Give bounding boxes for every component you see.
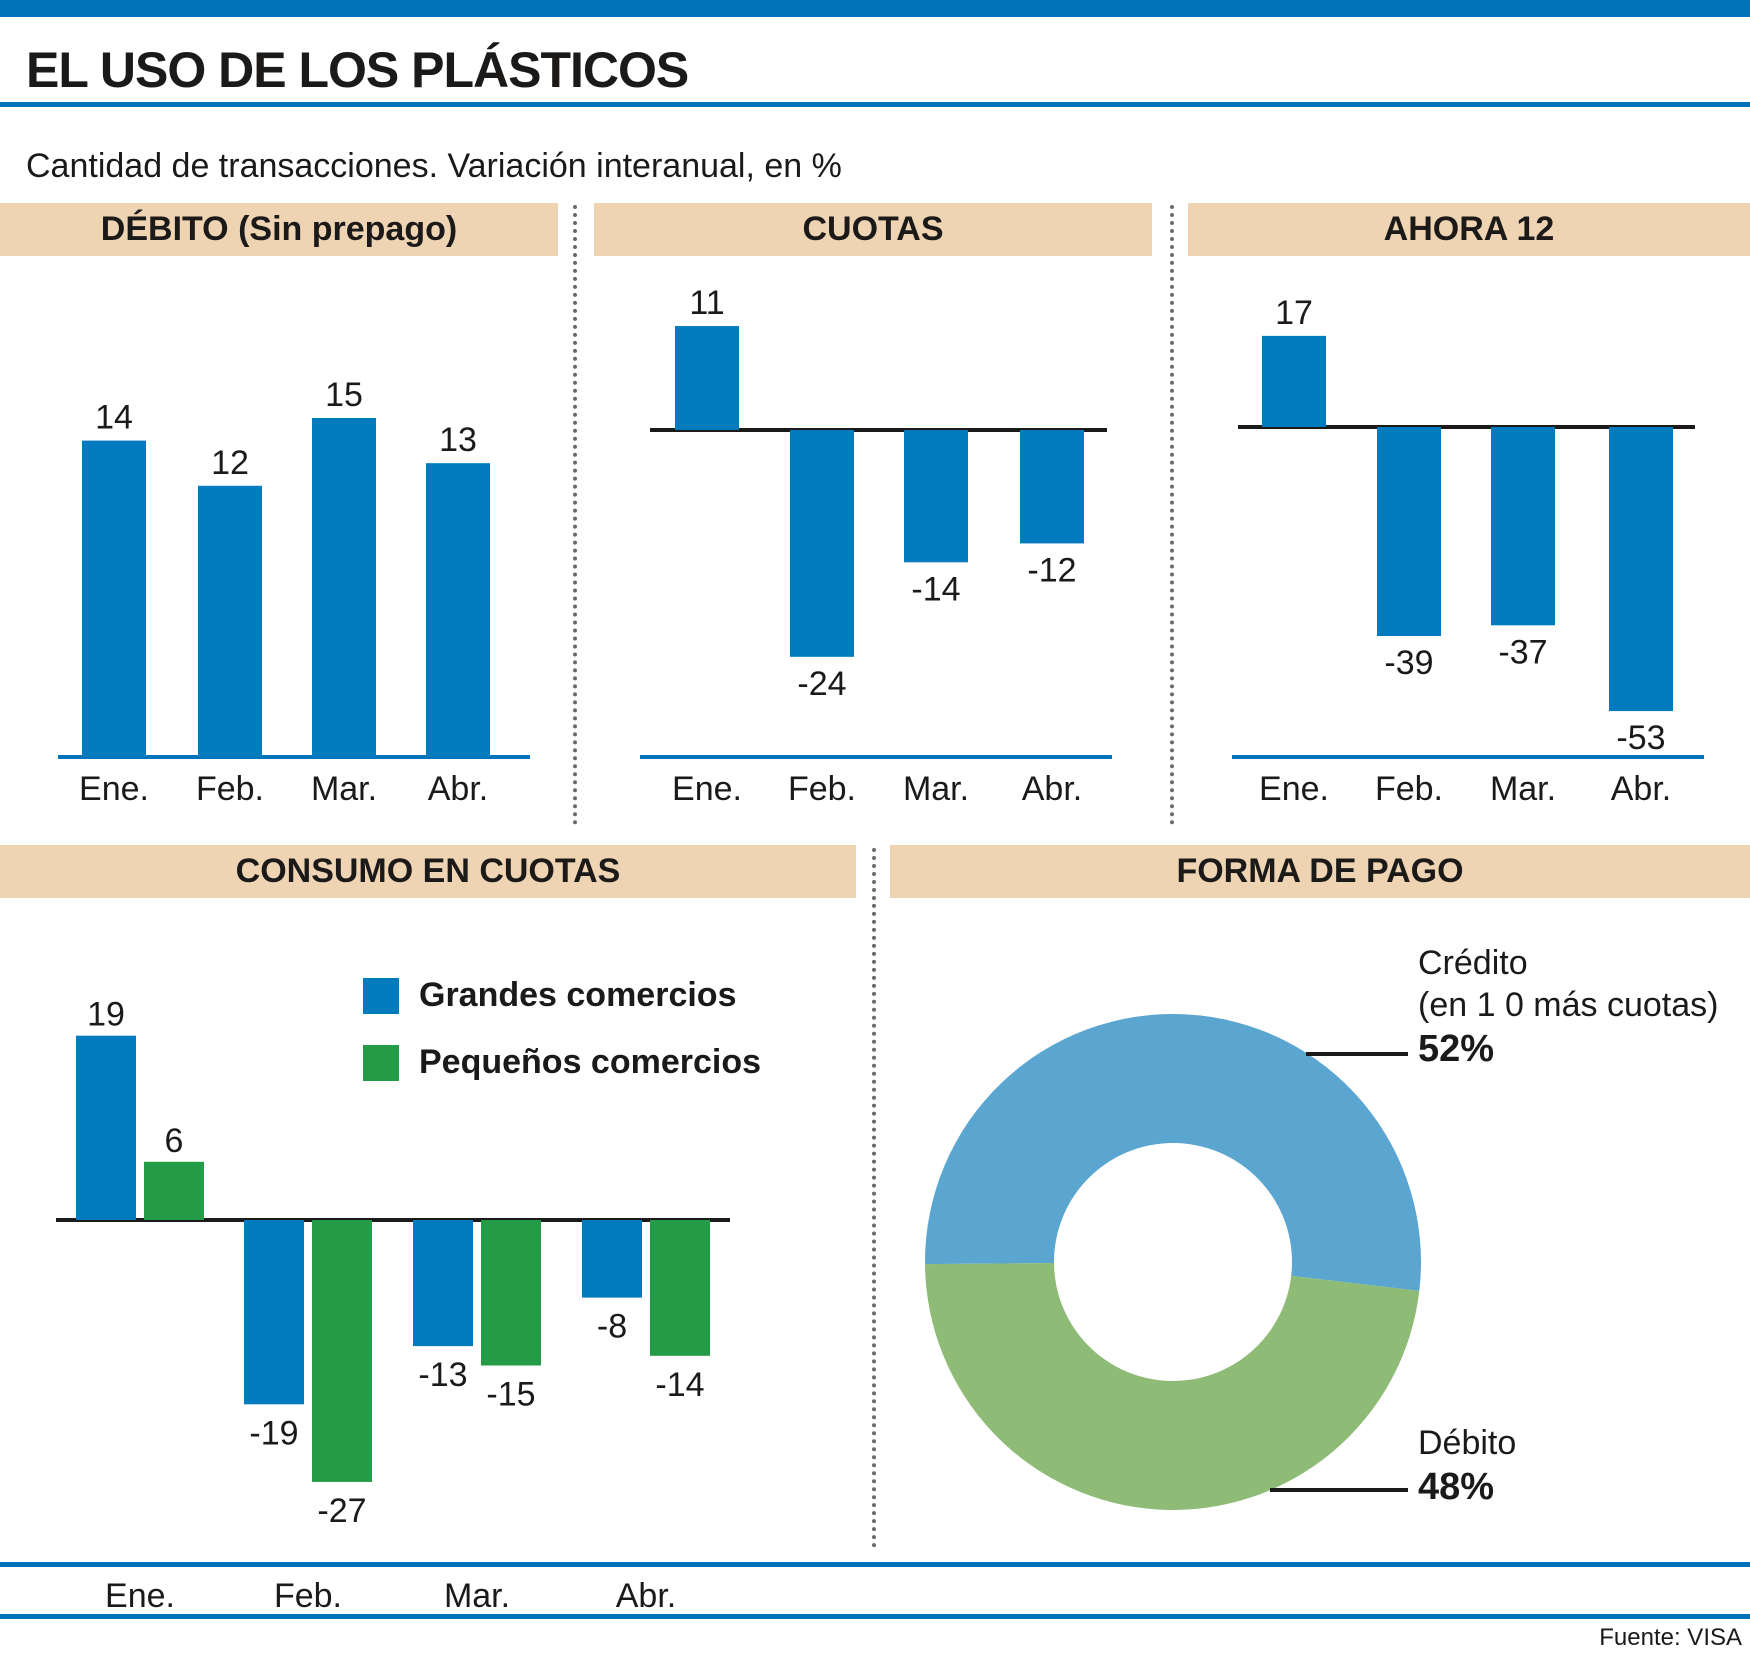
top-accent-bar [0, 0, 1750, 17]
forma-pago-chart-header: FORMA DE PAGO [890, 845, 1750, 898]
consumo-bar-grandes-ene [76, 1035, 136, 1220]
ahora12-bar-abr [1609, 427, 1673, 712]
consumo-value-label: -19 [249, 1414, 298, 1452]
cuotas-value-label: 11 [689, 284, 724, 322]
consumo-category-label: Ene. [105, 1577, 175, 1615]
ahora12-chart-header: AHORA 12 [1188, 203, 1750, 256]
consumo-bar-pequenos-feb [312, 1220, 372, 1482]
debito-bar-ene [82, 440, 146, 757]
debito-value-label: 15 [325, 376, 363, 414]
credit-sublabel: (en 1 0 más cuotas) [1418, 986, 1719, 1024]
consumo-chart-header: CONSUMO EN CUOTAS [0, 845, 856, 898]
cuotas-category-label: Abr. [1022, 770, 1082, 808]
consumo-bar-grandes-mar [413, 1220, 473, 1347]
cuotas-category-label: Feb. [788, 770, 856, 808]
ahora12-category-label: Mar. [1490, 770, 1556, 808]
ahora12-category-label: Feb. [1375, 770, 1443, 808]
pie-slice-debito [925, 1263, 1420, 1510]
legend-item-pequenos: Pequeños comercios [363, 1043, 761, 1082]
debito-value-label: 12 [211, 444, 249, 482]
legend-label-pequenos: Pequeños comercios [419, 1043, 762, 1081]
title-rule [0, 102, 1750, 107]
ahora12-value-label: -39 [1384, 644, 1433, 682]
ahora12-value-label: -53 [1616, 719, 1665, 757]
source-note: Fuente: VISA [1599, 1624, 1742, 1651]
debito-category-label: Mar. [311, 770, 377, 808]
ahora12-category-label: Abr. [1611, 770, 1671, 808]
consumo-bar-pequenos-abr [650, 1220, 710, 1356]
debit-label: Débito [1418, 1424, 1517, 1462]
credit-label: Crédito [1418, 944, 1528, 982]
cuotas-category-label: Ene. [672, 770, 742, 808]
cuotas-bar-ene [675, 326, 739, 430]
cuotas-value-label: -14 [911, 570, 960, 608]
cuotas-value-label: -24 [797, 665, 846, 703]
cuotas-bar-mar [904, 430, 968, 563]
consumo-value-label: 19 [87, 996, 125, 1034]
cuotas-chart-header: CUOTAS [594, 203, 1152, 256]
debito-value-label: 13 [439, 421, 477, 459]
debito-bar-feb [198, 485, 262, 757]
debit-annotation: Débito 48% [1418, 1422, 1516, 1510]
bottom-rule-lower [0, 1614, 1750, 1619]
debito-category-label: Abr. [428, 770, 488, 808]
cuotas-bar-abr [1020, 430, 1084, 544]
pie-slice-credito [925, 1013, 1421, 1291]
ahora12-category-label: Ene. [1259, 770, 1329, 808]
debito-category-label: Feb. [196, 770, 264, 808]
consumo-category-label: Abr. [616, 1577, 676, 1615]
cuotas-bar-feb [790, 430, 854, 657]
bottom-rule-upper [0, 1562, 1750, 1567]
consumo-value-label: -27 [317, 1492, 366, 1530]
credit-annotation: Crédito (en 1 0 más cuotas) 52% [1418, 942, 1718, 1072]
debit-leader-line [1270, 1488, 1408, 1492]
consumo-value-label: -13 [418, 1356, 467, 1394]
legend: Grandes comercios Pequeños comercios [363, 976, 761, 1082]
consumo-value-label: -8 [597, 1308, 627, 1346]
legend-label-grandes: Grandes comercios [419, 976, 737, 1014]
panel-separator [872, 848, 876, 1548]
consumo-value-label: -15 [486, 1376, 535, 1414]
legend-swatch-grandes [363, 977, 399, 1014]
consumo-bar-grandes-feb [244, 1220, 304, 1405]
ahora12-bar-feb [1377, 427, 1441, 637]
consumo-value-label: 6 [165, 1122, 184, 1160]
debito-value-label: 14 [95, 399, 133, 437]
consumo-bar-pequenos-ene [144, 1161, 204, 1220]
debito-bar-abr [426, 463, 490, 757]
debito-chart-header: DÉBITO (Sin prepago) [0, 203, 558, 256]
panel-separator [1170, 205, 1174, 825]
ahora12-value-label: 17 [1275, 294, 1313, 332]
consumo-value-label: -14 [655, 1366, 704, 1404]
panel-separator [573, 205, 577, 825]
debito-category-label: Ene. [79, 770, 149, 808]
debito-bar-mar [312, 418, 376, 757]
credit-percent: 52% [1418, 1028, 1495, 1070]
credit-leader-line [1306, 1052, 1408, 1056]
consumo-bar-pequenos-mar [481, 1220, 541, 1366]
infographic-title: EL USO DE LOS PLÁSTICOS [26, 42, 689, 98]
ahora12-value-label: -37 [1498, 633, 1547, 671]
debit-percent: 48% [1418, 1466, 1495, 1508]
ahora12-bar-ene [1262, 335, 1326, 427]
legend-swatch-pequenos [363, 1044, 399, 1081]
legend-item-grandes: Grandes comercios [363, 976, 761, 1015]
ahora12-bar-mar [1491, 427, 1555, 626]
cuotas-value-label: -12 [1027, 551, 1076, 589]
consumo-bar-grandes-abr [582, 1220, 642, 1298]
consumo-category-label: Mar. [444, 1577, 510, 1615]
cuotas-category-label: Mar. [903, 770, 969, 808]
infographic-subtitle: Cantidad de transacciones. Variación int… [26, 147, 842, 185]
consumo-category-label: Feb. [274, 1577, 342, 1615]
